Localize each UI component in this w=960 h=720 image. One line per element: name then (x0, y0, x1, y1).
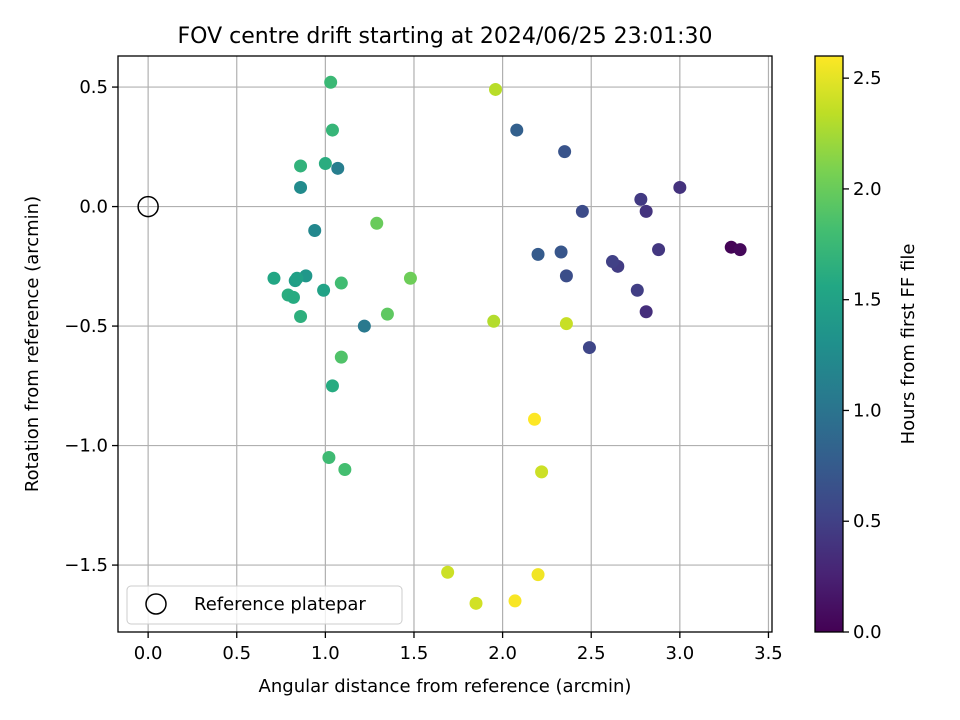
data-point (531, 247, 545, 261)
y-tick-label: −1.0 (64, 436, 108, 457)
data-point (531, 568, 545, 582)
y-tick-label: 0.0 (79, 197, 108, 218)
x-tick-label: 2.0 (488, 643, 517, 664)
x-axis-label: Angular distance from reference (arcmin) (259, 676, 632, 697)
data-point (575, 204, 589, 218)
colorbar-frame (814, 55, 844, 633)
y-axis-label: Rotation from reference (arcmin) (22, 196, 43, 492)
data-point (559, 317, 573, 331)
x-tick-label: 2.5 (577, 643, 606, 664)
x-tick-label: 3.0 (666, 643, 695, 664)
data-point (528, 412, 542, 426)
data-point (469, 596, 483, 610)
x-tick-label: 0.0 (134, 643, 163, 664)
data-point (380, 307, 394, 321)
colorbar: 0.0 0.5 1.0 1.5 2.0 2.5 Hours from first FF f… (814, 55, 919, 643)
data-point (294, 180, 308, 194)
data-point (508, 594, 522, 608)
data-point (634, 192, 648, 206)
data-point (559, 269, 573, 283)
data-point (582, 341, 596, 355)
colorbar-label: Hours from first FF file (898, 244, 919, 445)
data-point (487, 314, 501, 328)
x-axis-ticks: 0.0 0.5 1.0 1.5 2.0 2.5 3.0 3.5 (134, 632, 783, 664)
data-point (318, 157, 332, 171)
x-tick-label: 1.0 (311, 643, 340, 664)
data-point (338, 462, 352, 476)
data-point (535, 465, 549, 479)
x-tick-label: 1.5 (400, 643, 429, 664)
colorbar-tick-label: 2.5 (853, 68, 882, 89)
colorbar-tick-label: 0.5 (853, 511, 882, 532)
colorbar-ticks: 0.0 0.5 1.0 1.5 2.0 2.5 (843, 68, 882, 643)
data-point (370, 216, 384, 230)
data-point (403, 271, 417, 285)
data-point (325, 123, 339, 137)
x-tick-label: 3.5 (754, 643, 783, 664)
data-point (308, 223, 322, 237)
legend-label: Reference platepar (194, 594, 366, 615)
data-point (322, 451, 336, 465)
data-point (325, 379, 339, 393)
data-point (294, 159, 308, 173)
data-point (331, 161, 345, 175)
data-point (334, 276, 348, 290)
colorbar-tick-label: 2.0 (853, 179, 882, 200)
data-point (510, 123, 524, 137)
data-point (441, 565, 455, 579)
data-point (558, 145, 572, 159)
colorbar-tick-label: 0.0 (853, 622, 882, 643)
data-point (605, 255, 619, 269)
plot-frame (117, 55, 773, 633)
data-point (639, 305, 653, 319)
chart-title: FOV centre drift starting at 2024/06/25 … (178, 24, 713, 49)
data-point (294, 310, 308, 324)
data-point (652, 243, 666, 257)
data-point (286, 290, 300, 304)
reference-point-marker (137, 195, 159, 218)
data-point (324, 75, 338, 89)
legend-box (126, 585, 403, 625)
colorbar-gradient (815, 56, 843, 632)
x-tick-label: 0.5 (222, 643, 251, 664)
y-axis-ticks: 0.5 0.0 −0.5 −1.0 −1.5 (64, 77, 118, 576)
grid-lines (118, 56, 772, 632)
y-tick-label: −0.5 (64, 316, 108, 337)
legend: Reference platepar (126, 585, 403, 625)
data-point (639, 204, 653, 218)
data-point (733, 243, 747, 257)
colorbar-tick-label: 1.0 (853, 400, 882, 421)
legend-marker-hollow-circle (145, 593, 167, 615)
y-tick-label: 0.5 (79, 77, 108, 98)
data-point (630, 283, 644, 297)
y-tick-label: −1.5 (64, 555, 108, 576)
data-point (317, 283, 331, 297)
scatter-points (137, 75, 747, 610)
data-point (673, 180, 687, 194)
data-point (267, 271, 281, 285)
data-point (357, 319, 371, 333)
data-point (554, 245, 568, 259)
colorbar-tick-label: 1.5 (853, 290, 882, 311)
data-point (489, 82, 503, 96)
data-point (290, 271, 304, 285)
data-point (334, 350, 348, 364)
